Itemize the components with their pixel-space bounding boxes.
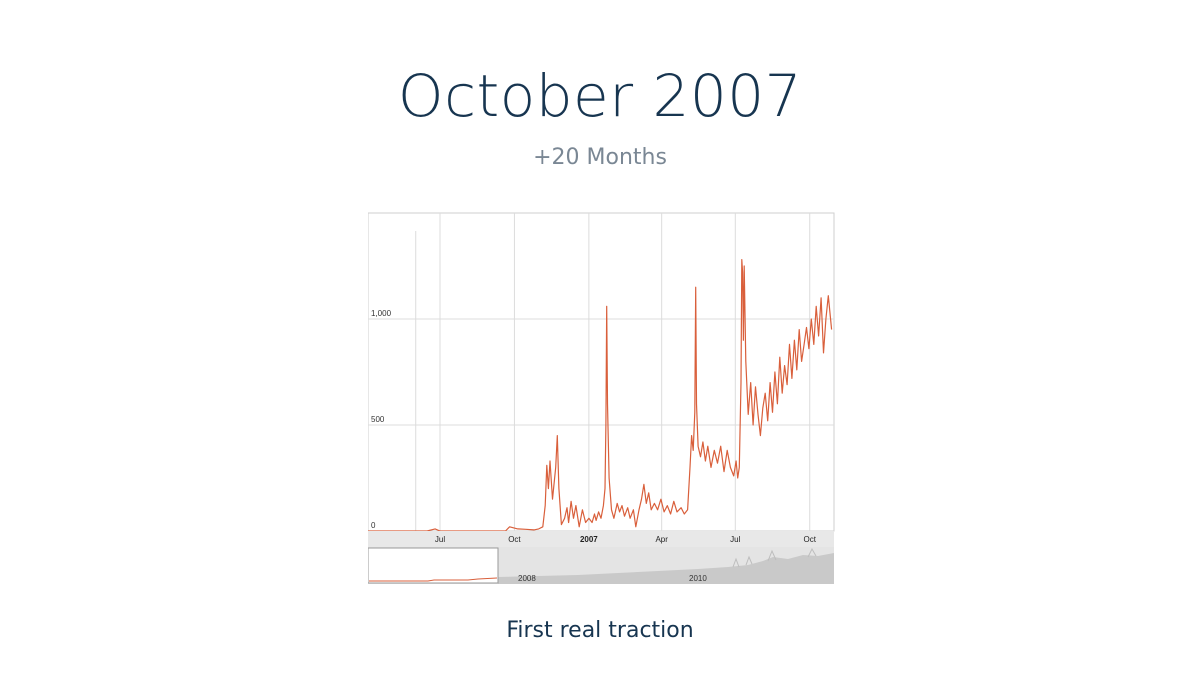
overview-area	[498, 553, 834, 584]
x-tick-label: 2007	[580, 535, 598, 544]
y-tick-label: 1,000	[371, 309, 392, 318]
plot-background	[367, 212, 835, 532]
x-tick-label: Apr	[655, 535, 668, 544]
x-tick-label: Oct	[804, 535, 817, 544]
series-line	[368, 259, 833, 532]
x-axis-band	[368, 531, 834, 547]
overview-navigator[interactable]: 2008 2010	[367, 547, 834, 584]
slide-caption: First real traction	[506, 618, 694, 643]
overview-peaks	[732, 547, 817, 568]
overview-label-2010: 2010	[689, 574, 707, 583]
x-tick-label: Jul	[730, 535, 740, 544]
overview-selection[interactable]	[367, 547, 499, 584]
x-tick-label: Oct	[508, 535, 521, 544]
overview-selection-line	[369, 577, 498, 582]
slide-title: October 2007	[397, 62, 803, 130]
slide-subtitle: +20 Months	[533, 145, 667, 170]
x-tick-label: Jul	[435, 535, 445, 544]
y-tick-label: 0	[371, 521, 376, 530]
x-axis: Jul Oct 2007 Apr Jul Oct	[435, 535, 817, 544]
y-axis: 0 500 1,000	[371, 309, 392, 530]
overview-label-2008: 2008	[518, 574, 536, 583]
y-tick-label: 500	[371, 415, 385, 424]
traffic-chart: 0 500 1,000 Jul Oct 2007 Apr Jul Oct 2008 2010	[367, 205, 835, 586]
grid	[368, 213, 834, 531]
